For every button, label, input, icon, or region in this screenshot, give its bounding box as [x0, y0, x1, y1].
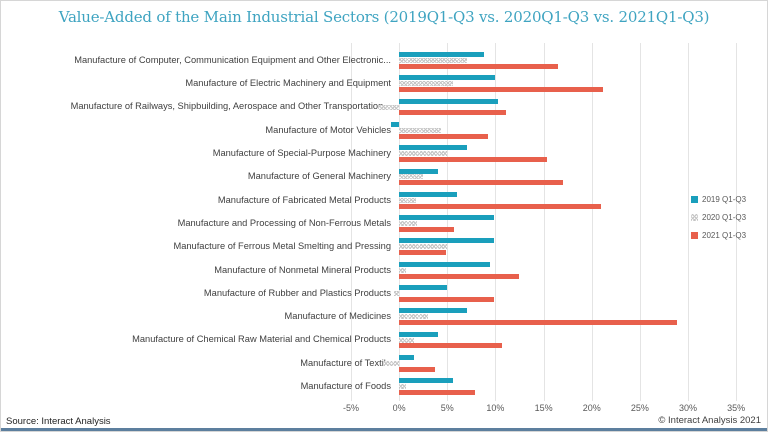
category-label: Manufacture of Computer, Communication E… [74, 54, 391, 65]
bar-2021-q1-q3 [399, 110, 507, 116]
bar-2020-q1-q3 [399, 127, 441, 133]
x-tick-label: 15% [534, 403, 553, 413]
legend-swatch-2019-icon [691, 195, 698, 203]
category-label: Manufacture of Textile [300, 357, 391, 368]
bar-2019-q1-q3 [399, 285, 448, 290]
bar-2019-q1-q3 [391, 121, 400, 127]
category-label: Manufacture of Railways, Shipbuilding, A… [70, 101, 391, 112]
legend-swatch-2020-icon [691, 213, 698, 221]
bar-2021-q1-q3 [399, 203, 602, 209]
category-label: Manufacture of Medicines [284, 311, 391, 322]
legend-item-2020: 2020 Q1-Q3 [691, 208, 746, 226]
category-label: Manufacture of Special-Purpose Machinery [212, 148, 391, 158]
bar-2020-q1-q3 [394, 290, 400, 296]
source-note: Source: Interact Analysis [6, 416, 111, 427]
gridline [447, 43, 449, 401]
bar-2021-q1-q3 [399, 157, 548, 162]
bar-2019-q1-q3 [399, 168, 438, 174]
bar-2021-q1-q3 [399, 226, 455, 232]
gridline [591, 43, 593, 401]
category-label: Manufacture of Fabricated Metal Products [217, 194, 391, 205]
bar-2020-q1-q3 [399, 314, 429, 320]
x-tick-label: 0% [392, 403, 406, 413]
bar-2019-q1-q3 [399, 238, 494, 244]
category-label: Manufacture of Nonmetal Mineral Products [214, 264, 391, 275]
bar-2019-q1-q3 [399, 331, 438, 337]
bar-2021-q1-q3 [399, 296, 495, 302]
bar-2021-q1-q3 [399, 390, 476, 395]
x-tick-label: 10% [486, 403, 505, 413]
bar-2020-q1-q3 [399, 151, 448, 157]
bar-2019-q1-q3 [399, 98, 499, 104]
gridline [543, 43, 545, 401]
bar-2020-q1-q3 [378, 104, 400, 110]
category-label: Manufacture and Processing of Non-Ferrou… [177, 217, 391, 228]
bar-2019-q1-q3 [399, 215, 494, 221]
bar-2019-q1-q3 [399, 378, 454, 384]
bar-2021-q1-q3 [399, 343, 503, 349]
category-label: Manufacture of Motor Vehicles [265, 124, 391, 135]
bar-2020-q1-q3 [399, 221, 418, 226]
legend-label-2019: 2019 Q1-Q3 [702, 194, 747, 204]
bar-2021-q1-q3 [399, 320, 678, 326]
category-label: Manufacture of Foods [300, 381, 391, 391]
bar-2020-q1-q3 [399, 244, 448, 250]
x-tick-label: 20% [582, 403, 601, 413]
copyright-note: © Interact Analysis 2021 [658, 415, 761, 426]
category-label: Manufacture of Ferrous Metal Smelting an… [173, 241, 391, 252]
x-tick-label: 25% [630, 403, 649, 413]
bar-2020-q1-q3 [399, 267, 406, 273]
bar-2020-q1-q3 [399, 384, 406, 390]
bar-2019-q1-q3 [399, 261, 490, 267]
x-tick-label: 5% [440, 403, 454, 413]
bar-2021-q1-q3 [399, 366, 435, 372]
legend-item-2021: 2021 Q1-Q3 [691, 226, 746, 244]
gridline [639, 43, 641, 401]
bar-2019-q1-q3 [399, 52, 484, 57]
category-label: Manufacture of General Machinery [247, 171, 391, 182]
gridline [736, 43, 738, 401]
bar-2019-q1-q3 [399, 308, 467, 314]
bottom-accent-bar [1, 428, 767, 431]
category-label: Manufacture of Chemical Raw Material and… [132, 334, 391, 345]
bar-2019-q1-q3 [399, 354, 414, 360]
bar-2020-q1-q3 [399, 81, 454, 87]
bar-2021-q1-q3 [399, 250, 447, 256]
bar-2020-q1-q3 [399, 197, 417, 203]
bar-2020-q1-q3 [383, 360, 400, 366]
legend: 2019 Q1-Q3 2020 Q1-Q3 2021 Q1-Q3 [691, 190, 746, 244]
category-label: Manufacture of Electric Machinery and Eq… [185, 78, 391, 89]
x-tick-label: 35% [727, 403, 746, 413]
bar-2021-q1-q3 [399, 63, 559, 69]
legend-swatch-2021-icon [691, 231, 698, 239]
bar-2021-q1-q3 [399, 273, 519, 279]
bar-2020-q1-q3 [399, 337, 414, 343]
bar-2019-q1-q3 [399, 145, 467, 151]
x-tick-label: -5% [342, 403, 359, 413]
x-tick-label: 30% [679, 403, 698, 413]
bar-2021-q1-q3 [399, 87, 604, 93]
bar-2019-q1-q3 [399, 75, 496, 81]
legend-item-2019: 2019 Q1-Q3 [691, 190, 746, 208]
category-label: Manufacture of Rubber and Plastics Produ… [203, 287, 391, 298]
legend-label-2021: 2021 Q1-Q3 [702, 230, 747, 240]
gridline [688, 43, 690, 401]
bar-2020-q1-q3 [399, 174, 424, 180]
bar-2021-q1-q3 [399, 180, 563, 186]
gridline [351, 43, 352, 401]
legend-label-2020: 2020 Q1-Q3 [702, 212, 747, 222]
bar-2019-q1-q3 [399, 191, 457, 197]
chart-title: Value-Added of the Main Industrial Secto… [58, 8, 710, 26]
bar-2020-q1-q3 [399, 57, 467, 63]
gridline [495, 43, 497, 401]
bar-2021-q1-q3 [399, 133, 488, 139]
